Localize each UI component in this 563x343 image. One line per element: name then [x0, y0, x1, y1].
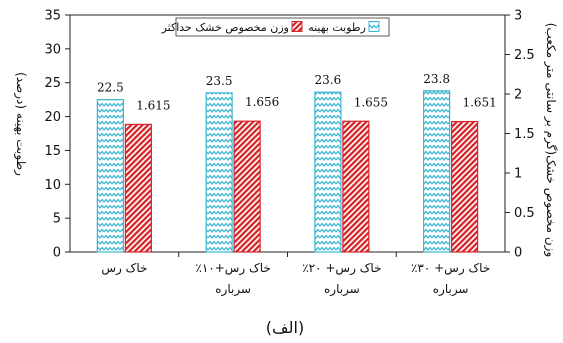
- legend-swatch-density: [291, 21, 303, 32]
- y-tick-label: 5: [53, 212, 61, 227]
- data-label-moisture: 23.6: [315, 73, 342, 87]
- bar-density: [233, 120, 261, 253]
- y-tick-label: 30: [44, 42, 61, 57]
- data-label-moisture: 23.8: [423, 72, 450, 86]
- data-label-moisture: 23.5: [206, 74, 233, 88]
- legend-label-moisture: رطوبت بهینه: [308, 21, 366, 34]
- bar-density: [124, 123, 152, 253]
- legend: رطوبت بهینه وزن مخصوص خشک حداکثر: [161, 17, 390, 37]
- y2-tick-label: 1: [514, 167, 522, 182]
- data-label-density: 1.615: [136, 98, 170, 112]
- category-labels: خاک رس خاک رس+۱۰٪ سرباره خاک رس+ ۲۰٪ سرباره خ…: [101, 261, 490, 297]
- category-label: خاک رس+۱۰٪ سرباره: [195, 261, 270, 297]
- y-tick-label: 20: [44, 110, 61, 125]
- data-label-moisture: 22.5: [97, 81, 124, 95]
- bar-moisture: [96, 99, 124, 253]
- y2-tick-label: 2.5: [514, 48, 535, 63]
- data-labels: 22.5 1.615 23.5 1.656 23.6 1.655 23.8 1.651: [97, 72, 497, 113]
- y-tick-label: 35: [44, 9, 61, 24]
- y2-tick-label: 3: [514, 9, 522, 24]
- legend-swatch-moisture: [368, 21, 380, 32]
- bar-density: [342, 120, 370, 253]
- bar-moisture: [423, 90, 451, 253]
- y-tick-label: 10: [44, 178, 61, 193]
- bars: [96, 90, 479, 253]
- y2-axis-label: وزن مخصوص خشک(گرم بر سانتی متر مکعب): [543, 23, 558, 258]
- y2-tick-label: 0: [514, 246, 522, 261]
- y2-tick-label: 0.5: [514, 206, 535, 221]
- category-label: خاک رس+ ۳۰٪ سرباره: [411, 261, 490, 297]
- data-label-density: 1.656: [245, 95, 279, 109]
- data-label-density: 1.651: [462, 96, 496, 110]
- category-label: خاک رس+ ۲۰٪ سرباره: [302, 261, 381, 297]
- y-tick-label: 25: [44, 76, 61, 91]
- y-axis-label: رطوبت بهینه (درصد): [13, 72, 28, 176]
- y-tick-label: 15: [44, 144, 61, 159]
- figure-caption: (الف): [266, 318, 304, 337]
- legend-label-density: وزن مخصوص خشک حداکثر: [161, 21, 289, 34]
- bar-moisture: [314, 91, 342, 253]
- category-label: خاک رس: [101, 261, 147, 276]
- y-tick-label: 0: [53, 246, 61, 261]
- y2-tick-label: 2: [514, 88, 522, 103]
- bar-moisture: [205, 92, 233, 253]
- bar-density: [451, 120, 479, 253]
- data-label-density: 1.655: [354, 95, 388, 109]
- y2-tick-label: 1.5: [514, 127, 535, 142]
